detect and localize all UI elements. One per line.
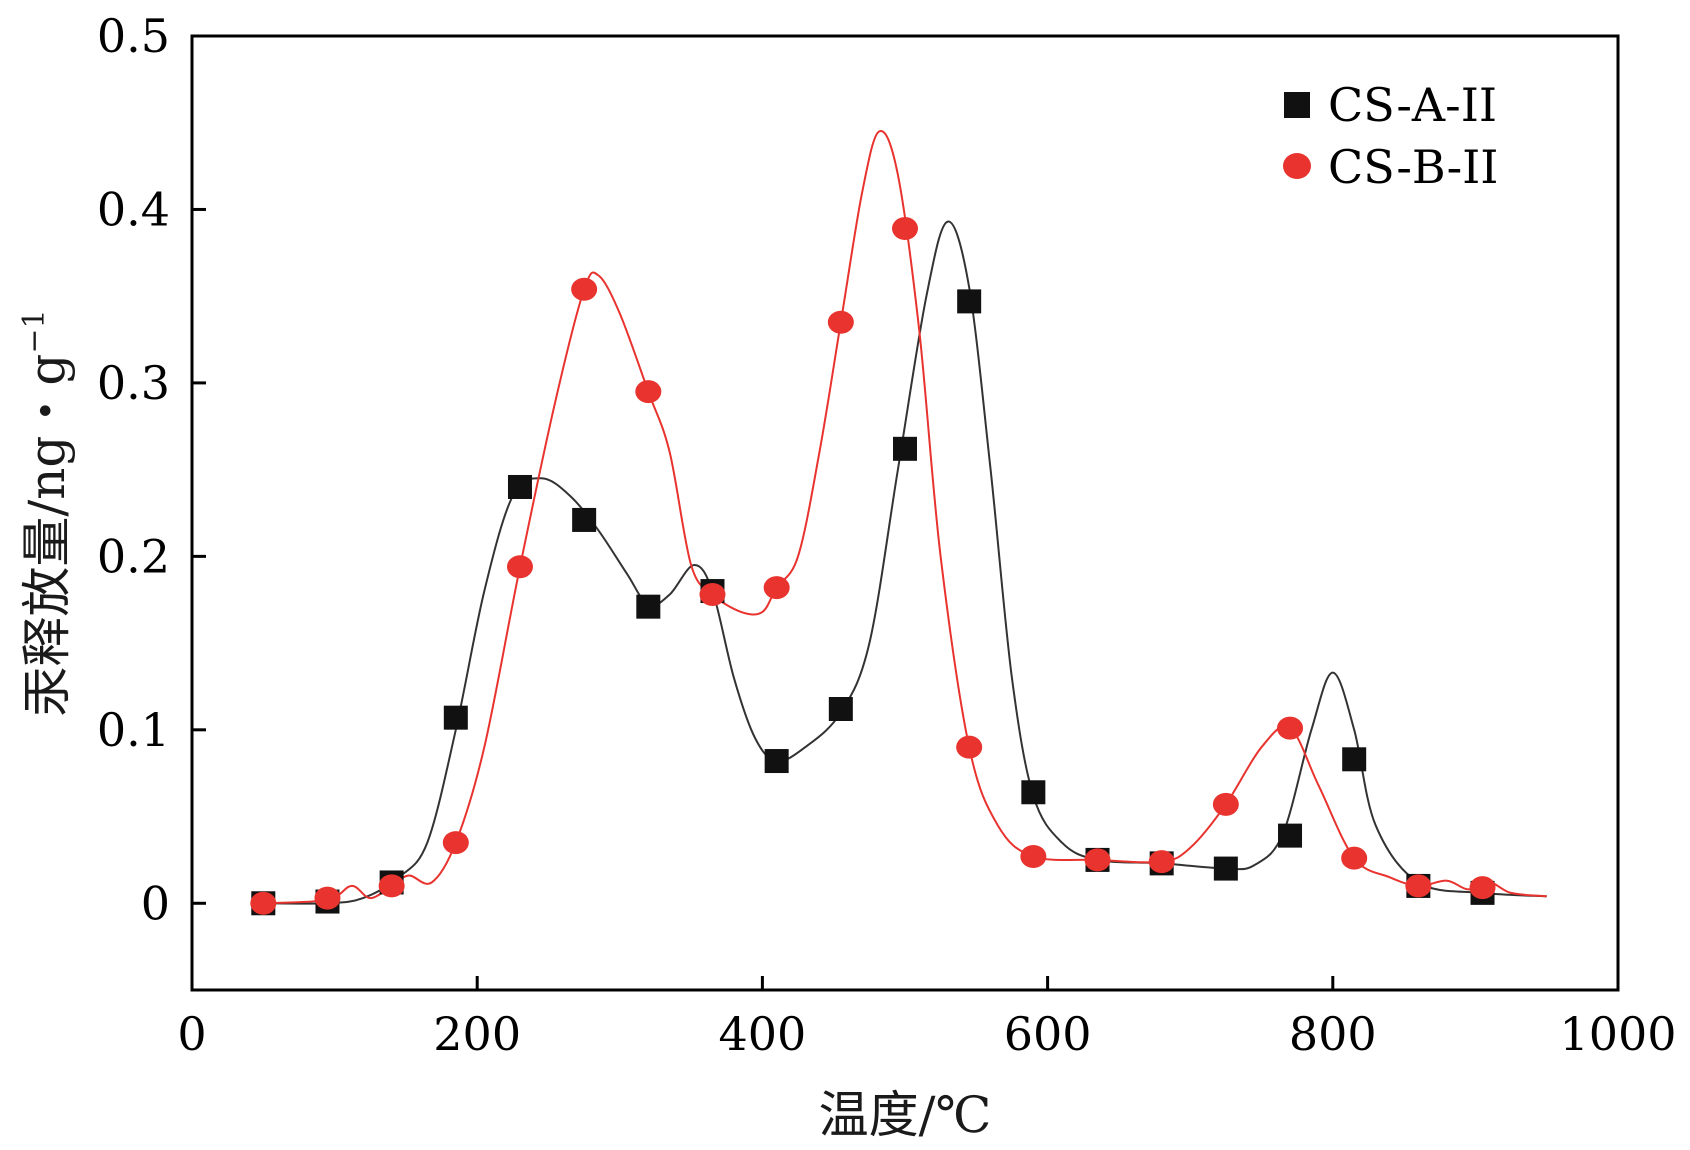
point-cs-b-ii-19: [1469, 876, 1496, 900]
svg-text:汞释放量/ng・g−1: 汞释放量/ng・g−1: [17, 309, 76, 716]
point-cs-b-ii-4: [506, 555, 533, 579]
point-cs-b-ii-17: [1341, 846, 1368, 870]
y-tick-label-0.1: 0.1: [97, 703, 170, 757]
point-cs-b-ii-1: [314, 886, 341, 910]
point-cs-a-ii-15: [1213, 856, 1238, 881]
legend: CS-A-II CS-B-II: [1283, 78, 1498, 194]
y-tick-label-0.4: 0.4: [97, 182, 170, 236]
point-cs-b-ii-18: [1405, 874, 1432, 898]
point-cs-b-ii-8: [763, 576, 790, 600]
point-cs-b-ii-5: [571, 277, 598, 301]
x-tick-label-1000: 1000: [1559, 1007, 1676, 1061]
point-cs-a-ii-3: [443, 705, 468, 730]
point-cs-a-ii-8: [764, 749, 789, 774]
legend-label-cs-b-ii: CS-B-II: [1328, 140, 1498, 194]
series-line-cs-b-ii: [263, 130, 1547, 905]
y-axis-ticks: 0 0.1 0.2 0.3 0.4 0.5: [97, 9, 206, 930]
x-tick-label-800: 800: [1289, 1007, 1377, 1061]
x-tick-label-600: 600: [1004, 1007, 1092, 1061]
x-tick-label-0: 0: [177, 1007, 206, 1061]
point-cs-b-ii-0: [250, 891, 277, 915]
y-axis-title-main: 汞释放量/ng・g: [18, 354, 76, 717]
y-tick-label-0.5: 0.5: [97, 9, 170, 63]
legend-label-cs-a-ii: CS-A-II: [1328, 78, 1497, 132]
point-cs-a-ii-4: [507, 474, 532, 499]
point-cs-a-ii-6: [636, 594, 661, 619]
x-tick-label-200: 200: [433, 1007, 521, 1061]
point-cs-b-ii-2: [378, 874, 405, 898]
point-cs-a-ii-11: [957, 289, 982, 314]
point-cs-b-ii-11: [956, 735, 983, 759]
x-tick-label-400: 400: [718, 1007, 806, 1061]
point-cs-b-ii-14: [1148, 850, 1175, 874]
legend-marker-cs-a-ii: [1284, 92, 1310, 118]
plot-frame: [190, 34, 1620, 992]
point-cs-b-ii-16: [1277, 716, 1304, 740]
point-cs-a-ii-17: [1342, 747, 1367, 772]
point-cs-b-ii-6: [635, 380, 662, 404]
x-axis-title: 温度/℃: [819, 1086, 992, 1144]
series-layer: [250, 130, 1547, 916]
point-cs-b-ii-7: [699, 583, 726, 607]
point-cs-a-ii-12: [1021, 780, 1046, 805]
point-cs-b-ii-12: [1020, 844, 1047, 868]
point-cs-b-ii-15: [1212, 792, 1239, 816]
y-axis-title: 汞释放量/ng・g−1: [17, 309, 76, 716]
point-cs-b-ii-9: [827, 310, 854, 334]
point-cs-a-ii-9: [828, 697, 853, 722]
point-cs-b-ii-13: [1084, 848, 1111, 872]
y-axis-title-exponent: −1: [17, 309, 52, 353]
legend-marker-cs-b-ii: [1283, 153, 1311, 179]
y-tick-label-0: 0: [141, 876, 170, 930]
point-cs-b-ii-3: [442, 831, 469, 855]
x-axis-ticks: 0 200 400 600 800 1000: [177, 976, 1677, 1061]
point-cs-a-ii-5: [572, 507, 597, 532]
point-cs-a-ii-10: [893, 436, 917, 461]
point-cs-a-ii-16: [1278, 823, 1303, 848]
series-line-cs-a-ii: [263, 220, 1547, 905]
point-cs-b-ii-10: [892, 217, 918, 241]
y-tick-label-0.3: 0.3: [97, 356, 170, 410]
y-tick-label-0.2: 0.2: [97, 529, 170, 583]
